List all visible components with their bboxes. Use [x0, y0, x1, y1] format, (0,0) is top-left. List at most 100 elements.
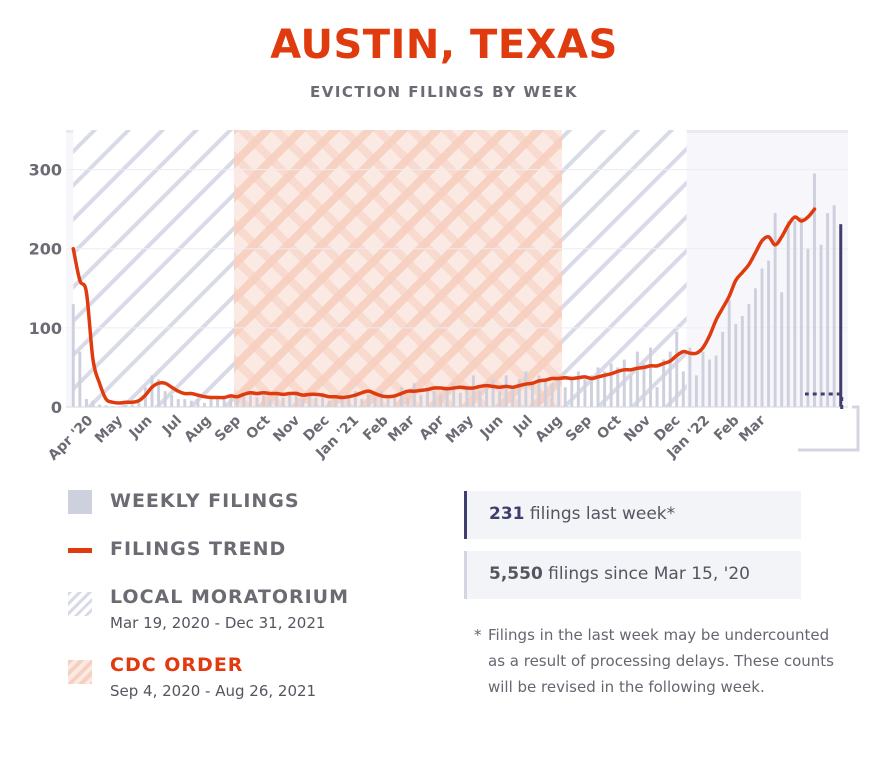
- footnote-text: Filings in the last week may be undercou…: [488, 626, 834, 696]
- bar: [819, 244, 823, 407]
- x-tick-label: Feb: [711, 413, 742, 444]
- bar: [550, 383, 554, 407]
- bar: [78, 351, 82, 407]
- since-value: 5,550: [489, 564, 543, 584]
- bar: [366, 395, 370, 407]
- bar: [609, 363, 613, 407]
- bar: [426, 387, 429, 407]
- bar: [84, 399, 88, 407]
- last-week-label: filings last week*: [524, 504, 676, 524]
- bar: [832, 205, 836, 407]
- bar: [222, 399, 226, 407]
- bar: [445, 391, 449, 407]
- footnote: * Filings in the last week may be underc…: [474, 622, 834, 700]
- chart-subtitle: EVICTION FILINGS BY WEEK: [309, 83, 578, 101]
- bar: [406, 397, 410, 407]
- x-tick-label: May: [92, 413, 126, 447]
- bar: [340, 395, 344, 407]
- bar: [511, 387, 515, 407]
- bar: [235, 399, 239, 407]
- bar: [649, 347, 652, 407]
- bar: [734, 323, 738, 407]
- bar: [373, 397, 377, 407]
- bar: [321, 392, 325, 407]
- bar: [71, 304, 75, 407]
- bar: [793, 221, 797, 407]
- bar: [839, 224, 843, 407]
- bar: [576, 371, 580, 407]
- bar: [616, 367, 620, 407]
- bar: [137, 403, 141, 407]
- bar: [189, 400, 193, 407]
- last-week-box: 231 filings last week*: [464, 491, 801, 539]
- legend-trend-label: FILINGS TREND: [110, 538, 287, 560]
- bar: [255, 397, 259, 407]
- bar: [629, 375, 633, 407]
- bar: [583, 379, 587, 407]
- bar: [668, 351, 672, 407]
- bar: [596, 367, 600, 407]
- bar: [150, 375, 154, 407]
- bar: [740, 315, 744, 407]
- x-tick-label: Apr '20: [45, 412, 96, 463]
- since-connector: [798, 405, 860, 452]
- bar: [399, 387, 403, 407]
- bar: [786, 221, 790, 407]
- bar: [124, 405, 128, 407]
- x-tick-label: Sep: [212, 413, 244, 445]
- bar: [202, 403, 206, 407]
- bar: [353, 391, 357, 407]
- bar: [478, 391, 482, 407]
- bar: [216, 399, 220, 407]
- x-tick-label: Apr: [416, 412, 447, 443]
- bar: [603, 371, 607, 407]
- bar: [485, 387, 488, 407]
- bar: [471, 375, 475, 407]
- bar: [439, 395, 443, 407]
- x-tick-label: Mar: [385, 412, 418, 445]
- bar: [248, 391, 252, 407]
- bar: [301, 399, 305, 407]
- x-tick-label: Oct: [594, 412, 625, 443]
- x-tick-label: Nov: [621, 413, 654, 446]
- bar: [570, 379, 574, 407]
- bar: [157, 379, 161, 407]
- legend-weekly-label: WEEKLY FILINGS: [110, 490, 300, 512]
- bar: [104, 405, 108, 407]
- x-tick-label: Jun: [477, 413, 507, 443]
- legend-moratorium-dates: Mar 19, 2020 - Dec 31, 2021: [110, 614, 326, 632]
- legend-cdc-swatch: [68, 660, 92, 684]
- bar: [314, 397, 318, 407]
- x-tick-label: Aug: [181, 413, 214, 446]
- bar: [294, 391, 298, 407]
- bar: [98, 404, 101, 407]
- bar: [130, 404, 134, 407]
- bar: [360, 399, 364, 407]
- bar: [563, 387, 567, 407]
- bar: [517, 379, 521, 407]
- bar: [432, 391, 436, 407]
- bar: [727, 300, 731, 407]
- bar: [635, 351, 639, 407]
- x-tick-label: Feb: [360, 413, 391, 444]
- bar: [327, 400, 331, 407]
- bar: [721, 331, 725, 407]
- bar: [557, 375, 561, 407]
- bar: [544, 379, 548, 407]
- y-tick-label: 200: [29, 240, 62, 259]
- cdc-order-band: [233, 130, 562, 407]
- since-text: 5,550 filings since Mar 15, '20: [489, 564, 750, 584]
- bar: [524, 371, 528, 407]
- y-tick-label: 300: [29, 161, 62, 180]
- bar: [242, 395, 246, 407]
- bar: [268, 399, 272, 407]
- bar: [622, 359, 626, 407]
- bar: [589, 375, 593, 407]
- bar: [642, 363, 646, 407]
- bar: [458, 392, 462, 407]
- bar: [465, 387, 469, 407]
- legend-cdc-label: CDC ORDER: [110, 654, 244, 676]
- bar: [262, 395, 265, 407]
- bar: [347, 397, 351, 407]
